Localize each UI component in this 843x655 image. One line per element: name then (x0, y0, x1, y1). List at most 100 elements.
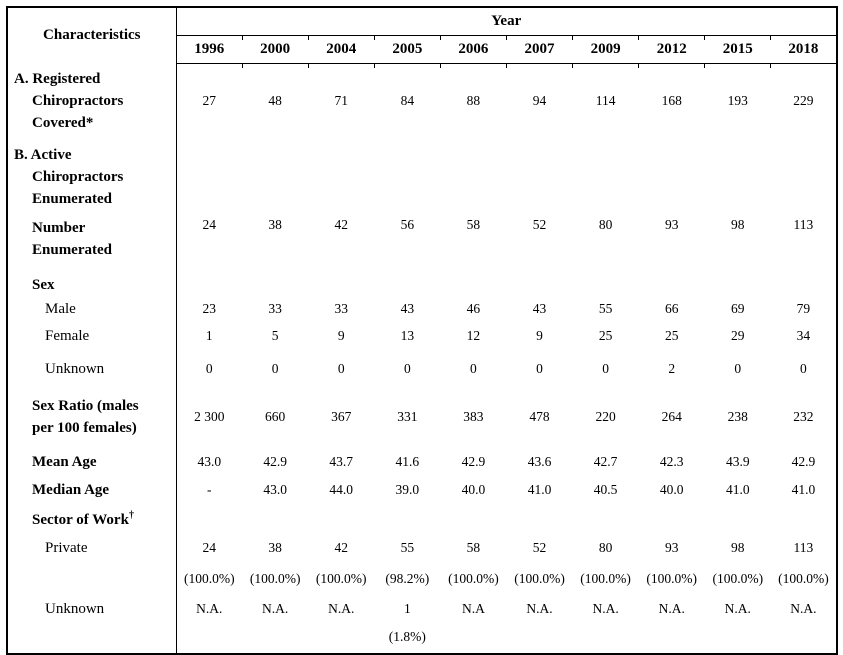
cell-male-2000: 33 (268, 300, 282, 316)
cell-sex-unknown-2000: 0 (271, 361, 279, 376)
cell-number-enumerated-2004: 42 (334, 216, 348, 232)
cell-male-2004: 33 (334, 300, 348, 316)
row-label-line: Unknown (45, 600, 105, 617)
cell-sex-header-2007 (506, 274, 572, 298)
row-label-line: Sex (32, 276, 55, 293)
table-row-sex-unknown: Unknown 0 0 0 0 0 0 0 2 0 0 (7, 352, 837, 386)
year-column-header-2000: 2000 (241, 35, 309, 64)
row-label-sector-header: Sector of Work† (7, 504, 177, 533)
cell-sector-header-1996 (176, 505, 242, 533)
year-column-header-2009: 2009 (572, 35, 639, 64)
cell-sex-unknown-2005: 0 (403, 361, 411, 376)
cell-sector-unknown-2015: N.A. (724, 600, 751, 616)
cell-sector-unknown-2007: N.A. (526, 600, 553, 616)
cell-registered-1996: 27 (202, 92, 217, 108)
header-row-year-span: Characteristics Year (7, 7, 837, 64)
table-row-private-pct: (100.0%) (100.0%) (100.0%) (98.2%) (100.0%) (… (7, 563, 837, 594)
row-label-line: Sex Ratio (males (32, 397, 139, 414)
cell-female-2012: 25 (664, 328, 679, 343)
cell-sex-unknown-2004: 0 (337, 361, 345, 376)
cell-private-2007: 52 (532, 540, 547, 555)
cell-private-2015: 98 (731, 540, 745, 555)
cell-female-2006: 12 (466, 328, 481, 343)
cell-active-header-2000 (242, 138, 308, 210)
cell-female-2009: 25 (598, 328, 613, 343)
cell-number-enumerated-2018: 113 (793, 216, 814, 232)
cell-male-2015: 69 (731, 300, 745, 316)
cell-registered-2007: 94 (505, 63, 572, 138)
cell-private-2018: 113 (793, 540, 814, 555)
cell-private-pct-2004: (100.0%) (315, 570, 367, 586)
cell-private-2012: 93 (664, 540, 679, 555)
cell-sex-ratio-2018: 232 (793, 408, 814, 424)
cell-sex-ratio-2009: 220 (595, 408, 616, 424)
cell-sector-unknown-pct-2012 (639, 624, 705, 654)
cell-sector-unknown-2009: N.A. (592, 600, 619, 616)
year-column-header-2005: 2005 (373, 35, 441, 64)
row-label-line: Female (45, 328, 90, 344)
cell-sector-unknown-2006: N.A (461, 600, 485, 616)
cell-mean-age-1996: 43.0 (197, 453, 222, 469)
cell-sex-header-2005 (374, 274, 440, 298)
cell-number-enumerated-2006: 58 (466, 216, 481, 232)
header-row-year-labels: 1996 2000 2004 2005 2006 2007 2009 2012 2015 2018 (7, 35, 837, 64)
cell-registered-2018: 229 (770, 63, 837, 138)
characteristics-column-header: Characteristics (7, 7, 177, 64)
year-column-header-2012: 2012 (638, 35, 705, 64)
chiropractors-statistics-table: Characteristics Year 1996 2000 2004 2005 200… (6, 6, 838, 655)
row-label-private-pct (7, 563, 177, 594)
cell-number-enumerated-1996: 24 (202, 216, 217, 232)
cell-private-2006: 58 (466, 540, 481, 555)
cell-median-age-2007: 41.0 (527, 482, 552, 497)
cell-private-pct-2007: (100.0%) (514, 570, 565, 586)
cell-male-2009: 55 (598, 300, 613, 316)
cell-sex-unknown-2018: 0 (800, 361, 807, 376)
year-column-header-2006: 2006 (439, 35, 507, 64)
cell-private-2000: 38 (268, 540, 282, 555)
row-label-line: Sector of Work† (32, 509, 134, 528)
row-label-line: Private (45, 540, 88, 556)
year-column-header-2007: 2007 (505, 35, 573, 64)
row-label-line: Enumerated (32, 190, 112, 207)
cell-sector-unknown-2005: 1 (403, 600, 411, 616)
cell-private-pct-2009: (100.0%) (580, 570, 631, 586)
cell-mean-age-2005: 41.6 (395, 453, 420, 469)
cell-number-enumerated-2012: 93 (664, 216, 679, 232)
cell-sector-unknown-pct-2009 (573, 624, 639, 654)
cell-sex-ratio-2000: 660 (265, 408, 286, 424)
row-label-line: Unknown (45, 361, 105, 377)
cell-sex-ratio-2015: 238 (727, 408, 748, 424)
cell-mean-age-2006: 42.9 (461, 453, 486, 469)
cell-sector-header-2005 (374, 505, 440, 533)
cell-sex-header-2000 (242, 274, 308, 298)
cell-sex-ratio-2012: 264 (661, 408, 682, 424)
row-label-line: Chiropractors (32, 92, 124, 109)
row-label-line: B. Active (14, 146, 72, 163)
cell-sex-ratio-2006: 383 (463, 408, 484, 424)
cell-active-header-2015 (705, 138, 771, 210)
cell-registered-2015: 193 (704, 63, 771, 138)
cell-sector-unknown-1996: N.A. (196, 600, 223, 616)
year-column-header-2018: 2018 (770, 35, 837, 64)
cell-male-2012: 66 (664, 300, 679, 316)
cell-sex-unknown-2015: 0 (734, 361, 742, 376)
cell-female-2004: 9 (337, 328, 345, 343)
cell-female-2005: 13 (400, 328, 415, 343)
cell-active-header-2009 (573, 138, 639, 210)
cell-median-age-1996: - (207, 482, 212, 497)
row-label-sector-unknown: Unknown (7, 593, 177, 624)
table-row-private: Private 24 38 42 55 58 52 80 93 98 113 (7, 532, 837, 564)
cell-sex-unknown-2009: 0 (602, 361, 609, 376)
year-group-header: Year (176, 7, 837, 36)
cell-female-2000: 5 (271, 328, 279, 343)
cell-sector-header-2009 (573, 505, 639, 533)
cell-active-header-2007 (506, 138, 572, 210)
row-label-line: Number (32, 219, 86, 236)
cell-private-pct-2012: (100.0%) (646, 570, 698, 586)
table-row-sector-header: Sector of Work† (7, 504, 837, 533)
cell-sex-header-2012 (639, 274, 705, 298)
cell-sex-header-2009 (573, 274, 639, 298)
row-label-sex-header: Sex (7, 273, 177, 298)
row-label-registered: A. Registered Chiropractors Covered* (7, 63, 177, 138)
year-column-header-1996: 1996 (176, 35, 243, 64)
